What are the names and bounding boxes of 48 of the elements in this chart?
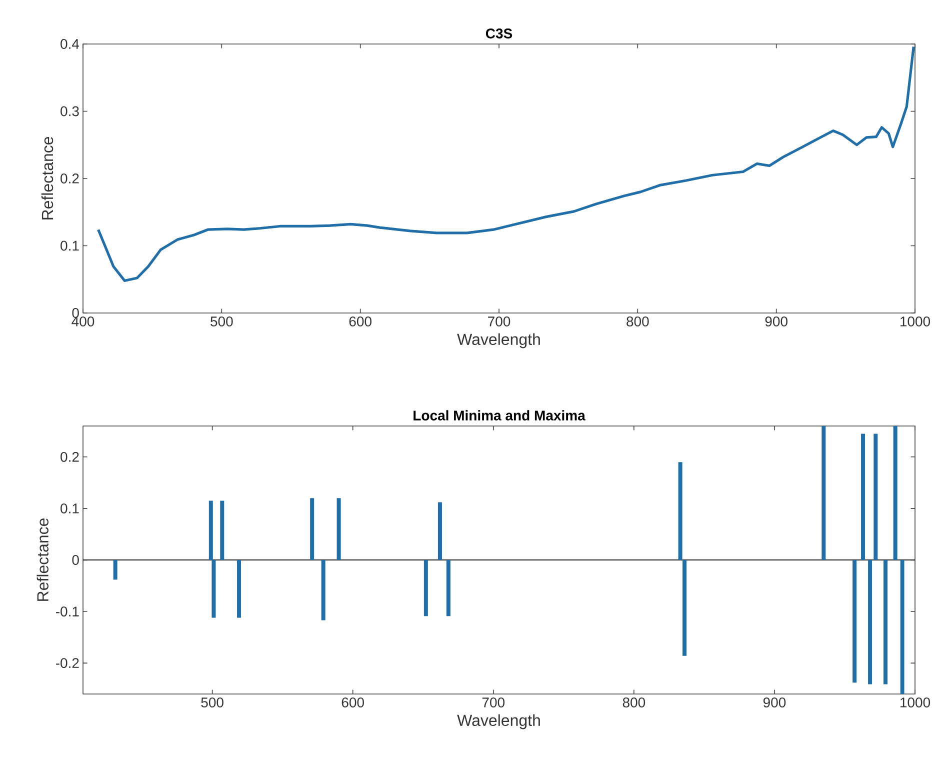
y-tick-label: 0.2 — [60, 174, 79, 184]
bar — [310, 498, 314, 560]
x-tick-label: 700 — [488, 316, 510, 326]
bar — [868, 560, 872, 684]
bar — [113, 560, 118, 580]
bar — [220, 500, 224, 560]
bar — [893, 426, 898, 560]
bar — [446, 560, 450, 616]
y-axis-title: Reflectance — [36, 518, 48, 601]
bar — [861, 434, 866, 560]
bar — [874, 434, 878, 560]
bar — [852, 560, 857, 683]
x-tick-label: 800 — [622, 698, 646, 708]
x-axis-title: Wavelength — [457, 333, 540, 348]
y-tick-label: -0.2 — [56, 658, 79, 668]
line-series — [96, 45, 915, 282]
y-tick-label: 0.1 — [60, 240, 79, 251]
y-tick-label: -0.1 — [56, 606, 79, 616]
x-tick-label: 700 — [482, 698, 505, 708]
chart-title: Local Minima and Maxima — [414, 410, 586, 420]
y-tick-label: 0 — [72, 308, 79, 318]
y-tick-label: 0.3 — [60, 106, 79, 116]
bar — [438, 502, 442, 560]
bar — [682, 560, 687, 656]
x-tick-label: 600 — [349, 316, 372, 326]
x-tick-label: 500 — [201, 698, 224, 708]
y-axis-title: Reflectance — [41, 136, 54, 220]
x-tick-label: 800 — [626, 316, 649, 326]
bar — [424, 560, 428, 616]
x-tick-label: 400 — [72, 316, 94, 326]
x-tick-label: 500 — [210, 316, 233, 326]
x-tick-label: 900 — [763, 698, 786, 708]
bar — [321, 560, 326, 620]
x-tick-label: 1000 — [900, 316, 930, 326]
bar — [678, 462, 682, 560]
x-tick-label: 600 — [342, 698, 364, 708]
x-tick-label: 1000 — [900, 698, 930, 708]
x-tick-label: 900 — [765, 316, 788, 326]
y-tick-label: 0.4 — [60, 39, 80, 49]
chart-title: C3S — [486, 28, 512, 38]
bar — [237, 560, 242, 618]
bar — [883, 560, 888, 684]
y-tick-label: 0.2 — [60, 452, 79, 462]
bar — [336, 498, 341, 560]
y-tick-label: 0 — [72, 555, 79, 565]
x-axis-title: Wavelength — [457, 714, 540, 730]
y-tick-label: 0.1 — [60, 503, 79, 514]
bar — [822, 426, 826, 560]
